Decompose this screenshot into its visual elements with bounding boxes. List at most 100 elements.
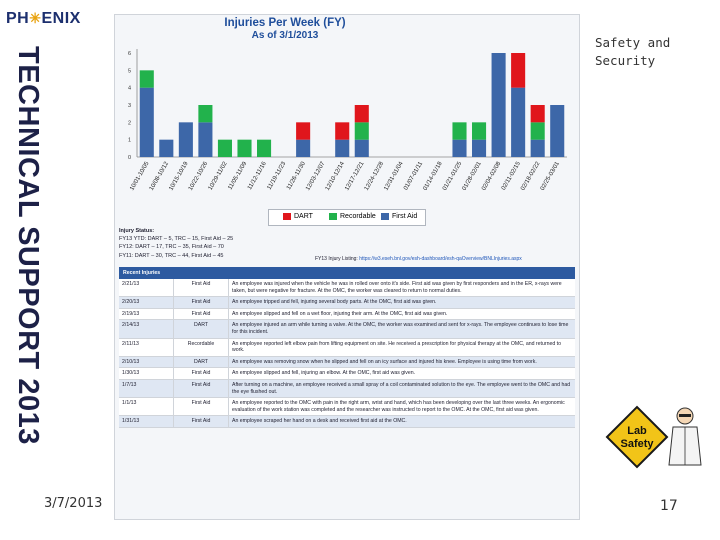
x-tick-label: 02/04-02/08 <box>481 160 503 191</box>
x-tick-label: 12/17-12/21 <box>344 160 366 191</box>
x-tick-label: 10/01-10/05 <box>129 160 151 191</box>
cell-description: An employee reported left elbow pain fro… <box>232 340 562 354</box>
injury-status: Injury Status: FY13 YTD: DART – 5, TRC –… <box>119 227 233 260</box>
bar-segment <box>354 122 369 140</box>
bar-segment <box>335 139 350 157</box>
cell-date: 2/19/13 <box>119 308 174 320</box>
table-row: 2/21/13 First Aid An employee was injured … <box>119 279 575 298</box>
cell-description: An employee was removing snow when he sl… <box>232 358 537 365</box>
x-tick-label: 11/26-11/30 <box>286 160 307 191</box>
status-line-fy12: FY12: DART – 17, TRC – 35, First Aid – 7… <box>119 244 224 251</box>
bar-segment <box>472 139 487 157</box>
table-row: 2/10/13 DART An employee was removing snow… <box>119 356 575 369</box>
chart-legend: DART Recordable First Aid <box>268 209 426 226</box>
cell-type: First Aid <box>174 308 229 320</box>
scientist-goggles-icon <box>679 414 691 417</box>
legend-item-recordable: Recordable <box>329 213 376 221</box>
cell-date: 1/1/13 <box>119 398 174 416</box>
y-tick-label: 4 <box>128 86 131 92</box>
table-row: 1/30/13 First Aid An employee slipped and … <box>119 368 575 380</box>
bar-segment <box>472 122 487 140</box>
table-header: Recent Injuries <box>119 267 575 279</box>
bar-segment <box>550 105 565 157</box>
cell-date: 2/10/13 <box>119 356 174 368</box>
x-tick-label: 10/22-10/26 <box>188 160 210 191</box>
slide-title: TECHNICAL SUPPORT 2013 <box>12 46 44 445</box>
x-tick-label: 12/24-12/28 <box>364 160 386 191</box>
table-row: 1/31/13 First Aid An employee scraped her … <box>119 416 575 428</box>
cell-type: First Aid <box>174 379 229 398</box>
legend-item-dart: DART <box>283 213 313 221</box>
bar-segment <box>257 139 272 157</box>
cell-type: First Aid <box>174 368 229 379</box>
cell-date: 1/30/13 <box>119 368 174 379</box>
chart-title: Injuries Per Week (FY) <box>224 17 345 29</box>
x-tick-label: 11/19-11/23 <box>267 160 288 191</box>
status-line-fy11: FY11: DART – 30, TRC – 44, First Aid – 4… <box>119 252 224 259</box>
cell-date: 2/11/13 <box>119 338 174 356</box>
cell-description: An employee slipped and fell, injuring a… <box>232 370 416 377</box>
cell-description: An employee tripped and fell, injuring s… <box>232 299 437 306</box>
x-tick-label: 12/10-12/14 <box>325 160 347 191</box>
bar-segment <box>452 122 467 140</box>
bar-segment <box>452 139 467 157</box>
legend-label-recordable: Recordable <box>340 213 376 220</box>
cell-date: 1/31/13 <box>119 416 174 427</box>
lab-safety-text-2: Safety <box>620 438 654 450</box>
x-tick-label: 02/25-03/01 <box>540 160 562 191</box>
logo-sun-icon: ✳ <box>29 10 42 26</box>
cell-description: After turning on a machine, an employee … <box>232 381 571 395</box>
side-note: Safety and Security <box>595 35 671 68</box>
table-rows: 2/21/13 First Aid An employee was injured … <box>119 279 575 428</box>
bar-segment <box>530 105 545 123</box>
cell-description: An employee slipped and fell on a wet fl… <box>232 310 448 317</box>
bar-segment <box>530 122 545 140</box>
warning-sign-icon <box>605 405 669 469</box>
bar-segment <box>198 122 213 157</box>
cell-type: First Aid <box>174 416 229 427</box>
injuries-chart: Injuries Per Week (FY) As of 3/1/2013 01… <box>128 17 567 192</box>
listing-label: FY13 Injury Listing: <box>315 256 358 262</box>
bar-segment <box>198 105 213 123</box>
bar-segment <box>296 122 311 140</box>
cell-date: 2/20/13 <box>119 297 174 308</box>
bar-segment <box>217 139 232 157</box>
x-tick-label: 10/15-10/19 <box>168 160 190 191</box>
cell-date: 1/7/13 <box>119 379 174 398</box>
injury-listing: FY13 Injury Listing: https://w3.eseh.bnl… <box>315 256 522 262</box>
bar-segment <box>296 139 311 157</box>
legend-swatch-dart <box>283 213 291 220</box>
x-tick-label: 10/29-11/02 <box>208 160 229 191</box>
bar-segment <box>354 139 369 157</box>
x-tick-label: 01/14-01/18 <box>422 160 444 191</box>
y-tick-label: 5 <box>128 68 131 74</box>
logo-text-post: ENIX <box>41 10 81 27</box>
bar-segment <box>491 53 506 157</box>
table-row: 2/19/13 First Aid An employee slipped and … <box>119 308 575 321</box>
y-tick-label: 0 <box>128 155 131 161</box>
y-tick-label: 3 <box>128 103 131 109</box>
cell-type: Recordable <box>174 338 229 356</box>
phoenix-logo: PH✳ENIX <box>6 10 81 28</box>
logo-text-pre: PH <box>6 10 30 27</box>
cell-type: DART <box>174 320 229 338</box>
legend-item-first-aid: First Aid <box>381 213 417 221</box>
bar-segment <box>354 105 369 123</box>
footer-date: 3/7/2013 <box>44 496 103 511</box>
bar-segment <box>139 87 154 157</box>
table-row: 1/7/13 First Aid After turning on a machin… <box>119 379 575 399</box>
x-tick-label: 11/12-11/16 <box>247 160 268 191</box>
x-tick-label: 12/31-01/04 <box>383 160 405 191</box>
cell-description: An employee injured an arm while turning… <box>232 322 569 335</box>
y-tick-label: 6 <box>128 51 131 57</box>
cell-type: First Aid <box>174 297 229 308</box>
cell-description: An employee was injured when the vehicle… <box>232 281 562 294</box>
x-tick-label: 02/18-02/22 <box>520 160 542 191</box>
bar-segment <box>530 139 545 157</box>
x-tick-label: 10/08-10/12 <box>149 160 171 191</box>
table-row: 2/14/13 DART An employee injured an arm wh… <box>119 320 575 339</box>
recent-injuries-table: Recent Injuries 2/21/13 First Aid An emplo… <box>119 267 575 428</box>
y-tick-label: 2 <box>128 120 131 126</box>
listing-link[interactable]: https://w3.eseh.bnl.gov/esh-dashboard/es… <box>359 256 522 262</box>
